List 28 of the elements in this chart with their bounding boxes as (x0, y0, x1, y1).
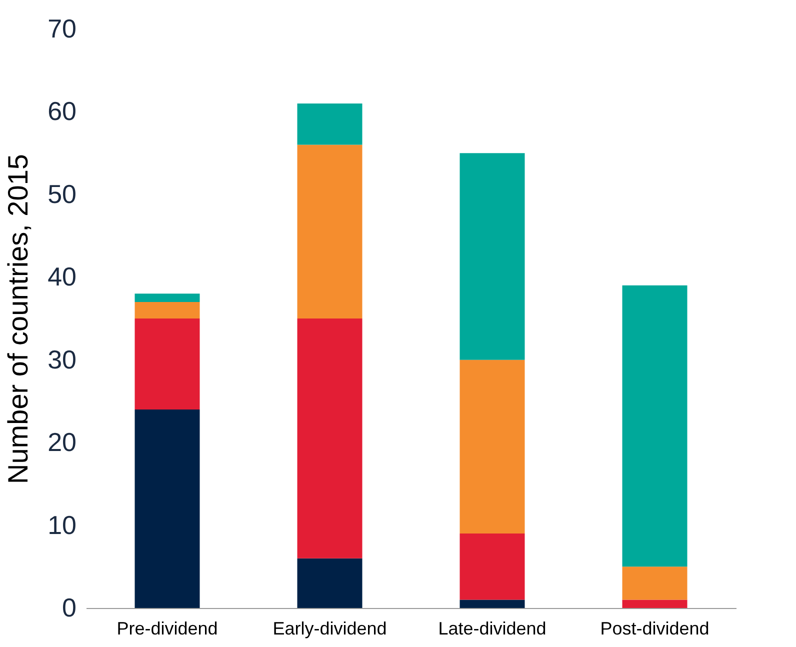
bar (622, 285, 688, 567)
bar (297, 558, 362, 608)
bar (622, 566, 688, 600)
bar (297, 144, 362, 318)
bar (460, 534, 525, 600)
y-tick-label: 0 (62, 592, 76, 622)
x-tick-label: Pre-dividend (116, 618, 218, 638)
bar (622, 600, 688, 608)
y-tick-label: 50 (48, 178, 76, 209)
y-tick-label: 60 (48, 96, 76, 126)
bar (460, 153, 525, 360)
bar (460, 600, 525, 608)
y-tick-label: 20 (48, 427, 76, 458)
y-tick-label: 70 (48, 14, 76, 44)
y-tick-label: 10 (48, 510, 76, 540)
x-tick-label: Post-dividend (600, 618, 710, 638)
bar (134, 409, 200, 608)
x-tick-label: Early-dividend (272, 618, 387, 638)
x-tick-label: Late-dividend (438, 618, 546, 638)
y-tick-label: 40 (48, 262, 76, 292)
bar (297, 318, 362, 558)
bar (134, 318, 200, 410)
bar (297, 103, 362, 145)
y-axis-title: Number of countries, 2015 (2, 154, 34, 484)
bar (134, 302, 200, 318)
bar (460, 360, 525, 534)
y-tick-label: 30 (48, 344, 76, 374)
bar (134, 294, 200, 302)
